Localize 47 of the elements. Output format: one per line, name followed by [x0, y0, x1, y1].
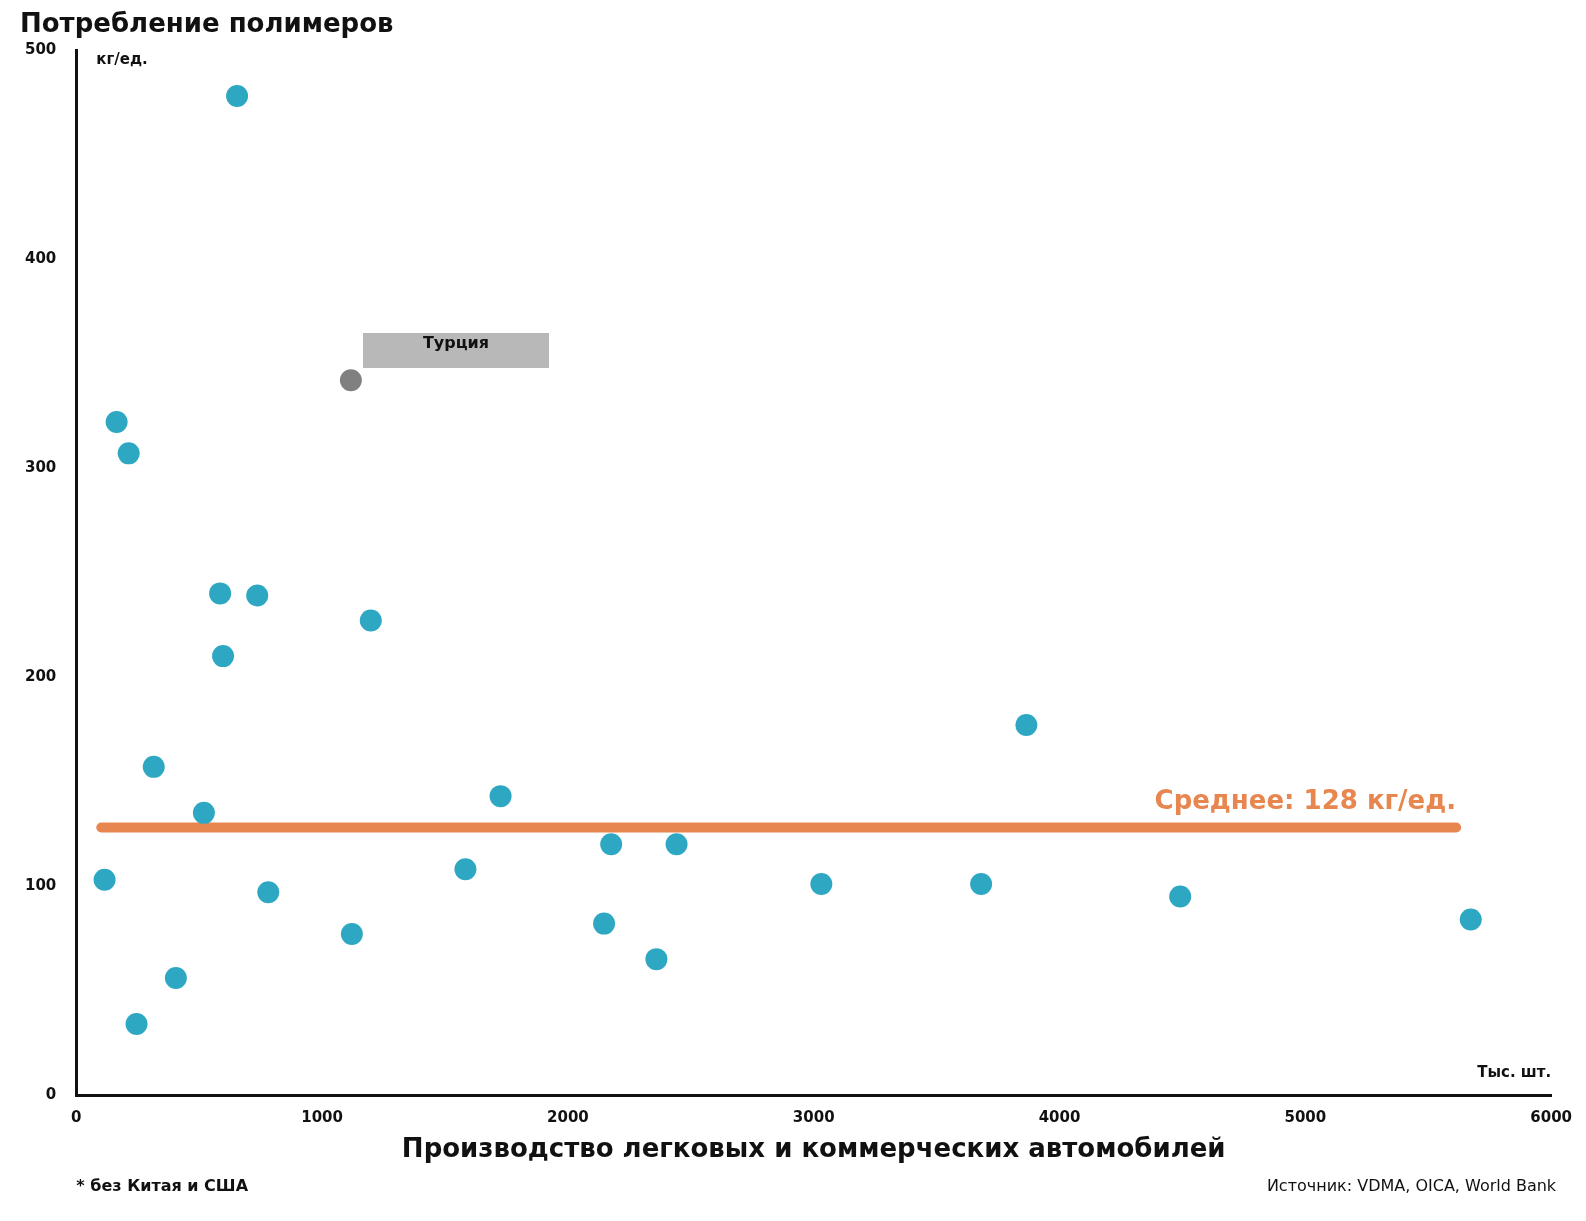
point: [359, 609, 382, 632]
point: [257, 881, 280, 904]
y-tick-label: 500: [25, 39, 57, 58]
y-tick-label: 0: [45, 1084, 57, 1103]
point: [164, 966, 187, 989]
y-tick-label: 200: [25, 666, 57, 685]
point: [1015, 714, 1038, 737]
point: [246, 584, 269, 607]
point: [665, 833, 688, 856]
x-tick-label: 4000: [1038, 1107, 1081, 1126]
point: [209, 582, 232, 605]
point: [1459, 908, 1482, 931]
point: [600, 833, 623, 856]
y-tick-label: 100: [25, 875, 57, 894]
point: [593, 912, 616, 935]
y-tick-label: 300: [25, 457, 57, 476]
x-tick-label: 5000: [1284, 1107, 1327, 1126]
point: [117, 442, 140, 465]
x-axis-title: Производство легковых и коммерческих автомобилей: [401, 1133, 1226, 1163]
x-tick-label: 0: [71, 1107, 82, 1126]
chart-title: Потребление полимеров: [20, 8, 394, 38]
x-tick-label: 3000: [792, 1107, 835, 1126]
point: [810, 872, 833, 895]
point: [105, 411, 128, 434]
point: [1169, 885, 1192, 908]
point: [340, 923, 363, 946]
x-tick-label: 2000: [547, 1107, 589, 1126]
point: [645, 948, 668, 971]
x2-axis-title: Тыс. шт.: [1477, 1063, 1552, 1081]
ref-line-label: Среднее: 128 кг/ед.: [1154, 785, 1457, 816]
point: [125, 1012, 148, 1035]
point: [142, 755, 165, 778]
point: [212, 645, 235, 668]
y-axis-title: кг/ед.: [96, 50, 148, 68]
y-tick-label: 400: [25, 248, 57, 267]
label-box: Турция: [363, 333, 549, 368]
text: Источник: VDMA, OICA, World Bank: [1266, 1176, 1557, 1195]
point: [454, 858, 477, 881]
x-tick-label: 6000: [1530, 1107, 1572, 1126]
point: [489, 785, 512, 808]
point: [970, 872, 993, 895]
point: [93, 868, 116, 891]
point: [339, 369, 362, 392]
point: [192, 801, 215, 824]
point: [226, 84, 249, 107]
x-tick-label: 1000: [301, 1107, 343, 1126]
text: * без Китая и США: [76, 1176, 249, 1195]
